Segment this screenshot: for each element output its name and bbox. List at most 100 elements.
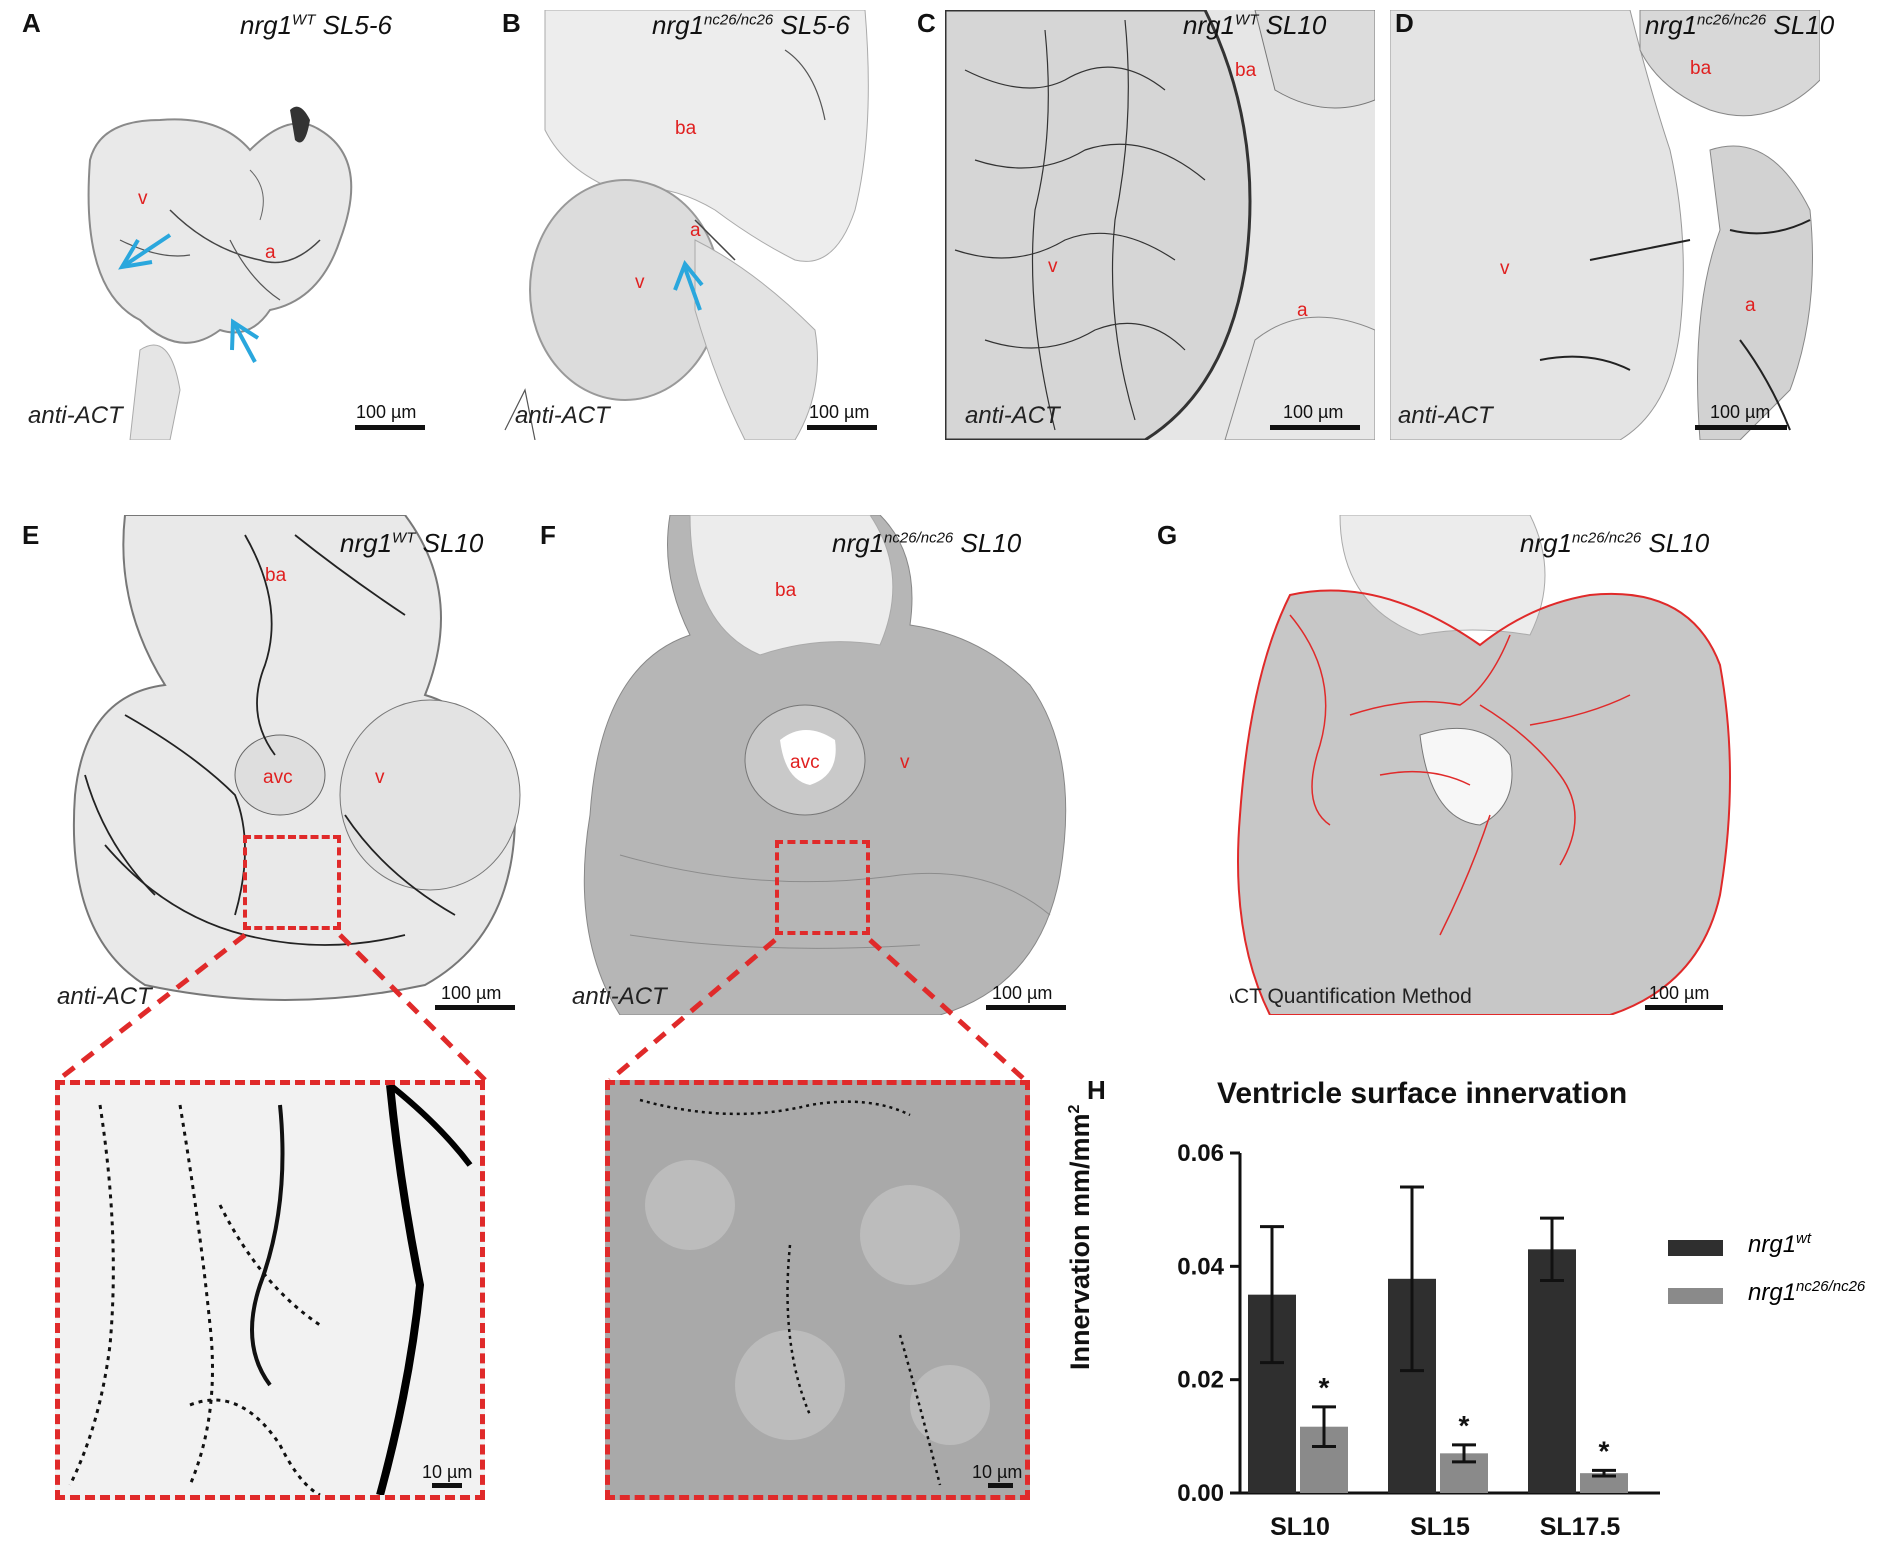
region-label-ba: ba bbox=[775, 580, 797, 601]
scale-bar bbox=[1695, 425, 1787, 430]
scale-bar-label: 100 µm bbox=[1710, 402, 1771, 422]
stain-label: anti-ACT bbox=[1398, 402, 1493, 429]
legend-label-wt: nrg1wt bbox=[1748, 1230, 1812, 1258]
legend-swatch-wt bbox=[1668, 1240, 1723, 1256]
scale-bar bbox=[1645, 1005, 1723, 1010]
bar bbox=[1528, 1249, 1576, 1493]
panel-label-f: F bbox=[540, 520, 556, 550]
chart-bars: * * * bbox=[1248, 1185, 1628, 1493]
panel-b-tissue bbox=[504, 10, 869, 440]
region-label-ba: ba bbox=[1690, 58, 1712, 79]
zoom-f-fibers bbox=[639, 1098, 990, 1486]
panel-e-image: ba avc v anti-ACT 100 µm bbox=[45, 515, 525, 1015]
scale-bar-label: 100 µm bbox=[809, 402, 870, 422]
chart-title: Ventricle surface innervation bbox=[1217, 1077, 1628, 1110]
panel-b-image: ba a v anti-ACT 100 µm bbox=[495, 10, 915, 440]
panel-label-h: H bbox=[1087, 1075, 1106, 1105]
region-label-a: a bbox=[1297, 300, 1308, 321]
panel-b-title: nrg1nc26/nc26 SL5-6 bbox=[652, 10, 850, 40]
chart-axes: 0.00 0.02 0.04 0.06 SL10 SL15 SL17.5 bbox=[1177, 1140, 1660, 1541]
panel-e-tissue bbox=[72, 515, 521, 1001]
significance-marker: * bbox=[1319, 1372, 1330, 1403]
legend-swatch-mutant bbox=[1668, 1288, 1723, 1304]
scale-bar-label: 10 µm bbox=[972, 1462, 1023, 1482]
panel-d-tissue bbox=[1390, 10, 1820, 440]
panel-c-tissue bbox=[945, 10, 1375, 440]
panel-label-a: A bbox=[22, 8, 41, 38]
zoom-region-box bbox=[775, 840, 870, 935]
panel-label-c: C bbox=[917, 8, 936, 38]
arrow-icon bbox=[118, 233, 260, 363]
scale-bar-label: 100 µm bbox=[1283, 402, 1344, 422]
zoom-region-box bbox=[243, 835, 341, 930]
bar bbox=[1248, 1294, 1296, 1493]
significance-marker: * bbox=[1459, 1410, 1470, 1441]
scale-bar bbox=[432, 1483, 462, 1488]
y-tick-label: 0.04 bbox=[1177, 1253, 1224, 1280]
stain-label: anti-ACT bbox=[28, 402, 123, 429]
scale-bar-label: 100 µm bbox=[356, 402, 417, 422]
stain-label: anti-ACT bbox=[965, 402, 1060, 429]
y-tick-label: 0.00 bbox=[1177, 1480, 1224, 1507]
region-label-avc: avc bbox=[790, 752, 820, 773]
y-tick-label: 0.02 bbox=[1177, 1367, 1224, 1394]
scale-bar bbox=[1270, 425, 1360, 430]
region-label-ba: ba bbox=[265, 565, 287, 586]
region-label-v: v bbox=[900, 752, 910, 773]
scale-bar bbox=[355, 425, 425, 430]
region-label-v: v bbox=[375, 767, 385, 788]
scale-bar bbox=[986, 1005, 1066, 1010]
y-tick-label: 0.06 bbox=[1177, 1140, 1224, 1167]
scale-bar-label: 100 µm bbox=[441, 983, 502, 1003]
panel-label-g: G bbox=[1157, 520, 1178, 550]
zoom-inset-f: 10 µm bbox=[605, 1080, 1030, 1500]
region-label-ba: ba bbox=[675, 118, 697, 139]
panel-a-title: nrg1WT SL5-6 bbox=[240, 10, 392, 40]
panel-f-title: nrg1nc26/nc26 SL10 bbox=[832, 528, 1022, 558]
panel-label-e: E bbox=[22, 520, 40, 550]
panel-c-title: nrg1WT SL10 bbox=[1183, 10, 1327, 40]
panel-e-title: nrg1WT SL10 bbox=[340, 528, 484, 558]
stain-label: anti-ACT bbox=[515, 402, 610, 429]
panel-d-title: nrg1nc26/nc26 SL10 bbox=[1645, 10, 1835, 40]
scale-bar bbox=[435, 1005, 515, 1010]
bar bbox=[1580, 1473, 1628, 1493]
region-label-a: a bbox=[265, 242, 276, 263]
region-label-ba: ba bbox=[1235, 60, 1257, 81]
panel-c-image: ba v a anti-ACT 100 µm bbox=[945, 10, 1375, 440]
bar bbox=[1388, 1278, 1436, 1493]
zoom-inset-e: 10 µm bbox=[55, 1080, 485, 1500]
region-label-v: v bbox=[1048, 256, 1058, 277]
region-label-v: v bbox=[1500, 258, 1510, 279]
scale-bar-label: 100 µm bbox=[1649, 983, 1710, 1003]
region-label-v: v bbox=[138, 188, 148, 209]
panel-a-tissue bbox=[87, 106, 353, 440]
bar bbox=[1440, 1453, 1488, 1493]
panel-f-image: ba avc v anti-ACT 100 µm bbox=[560, 515, 1080, 1015]
arrow-icon bbox=[673, 260, 704, 311]
stain-label: anti-ACT bbox=[572, 983, 667, 1010]
panel-f-tissue bbox=[583, 515, 1067, 1015]
panel-a-image: v a anti-ACT 100 µm bbox=[20, 10, 440, 440]
region-label-v: v bbox=[635, 272, 645, 293]
region-label-a: a bbox=[690, 220, 701, 241]
panel-g-title: nrg1nc26/nc26 SL10 bbox=[1520, 528, 1710, 558]
scale-bar-label: 100 µm bbox=[992, 983, 1053, 1003]
panel-label-b: B bbox=[502, 8, 521, 38]
scale-bar bbox=[988, 1483, 1013, 1488]
scale-bar bbox=[807, 425, 877, 430]
x-tick-label: SL17.5 bbox=[1540, 1513, 1621, 1541]
method-label: ACT Quantification Method bbox=[1230, 985, 1472, 1008]
panel-d-image: ba v a anti-ACT 100 µm bbox=[1390, 10, 1820, 440]
chart-legend: nrg1wt nrg1nc26/nc26 bbox=[1668, 1230, 1892, 1326]
legend-item-mutant: nrg1nc26/nc26 bbox=[1668, 1278, 1892, 1326]
y-axis-label: Innervation mm/mm2 bbox=[1065, 1104, 1095, 1370]
x-tick-label: SL15 bbox=[1410, 1513, 1470, 1541]
x-tick-label: SL10 bbox=[1270, 1513, 1330, 1541]
panel-g-image: ACT Quantification Method 100 µm bbox=[1230, 515, 1740, 1015]
panel-g-tissue bbox=[1237, 515, 1731, 1015]
legend-label-mutant: nrg1nc26/nc26 bbox=[1748, 1278, 1866, 1306]
zoom-e-fibers bbox=[68, 1085, 473, 1495]
panel-label-d: D bbox=[1395, 8, 1414, 38]
scale-bar-label: 10 µm bbox=[422, 1462, 473, 1482]
